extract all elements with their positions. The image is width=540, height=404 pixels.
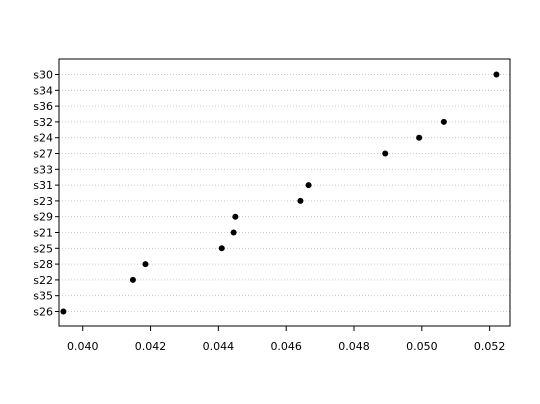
point-s21: [230, 229, 237, 236]
y-label-s36: s36: [33, 100, 53, 113]
point-s24: [416, 134, 423, 141]
y-axis-labels: s30 s34 s36 s32 s24 s27 s33 s31 s23 s29 s21 s25 s28 s…: [33, 69, 59, 319]
x-tick-label-0: 0.040: [67, 340, 99, 353]
point-s31: [305, 182, 312, 189]
y-label-s34: s34: [33, 84, 53, 97]
point-s32: [440, 118, 447, 125]
y-label-s28: s28: [33, 258, 53, 271]
y-label-s21: s21: [33, 227, 53, 240]
point-s26: [60, 308, 67, 315]
y-label-s33: s33: [33, 163, 53, 176]
point-s27: [382, 150, 389, 157]
x-tick-label-1: 0.042: [135, 340, 167, 353]
x-tick-label-2: 0.044: [203, 340, 235, 353]
y-label-s25: s25: [33, 242, 53, 255]
x-tick-label-6: 0.052: [474, 340, 506, 353]
x-tick-label-4: 0.048: [338, 340, 370, 353]
x-tick-label-3: 0.046: [270, 340, 302, 353]
x-tick-label-5: 0.050: [406, 340, 438, 353]
point-s22: [129, 276, 136, 283]
point-s25: [218, 245, 225, 252]
y-label-s24: s24: [33, 132, 53, 145]
point-s28: [142, 261, 149, 268]
y-label-s30: s30: [33, 69, 53, 82]
y-label-s31: s31: [33, 179, 53, 192]
grid-layer: [59, 74, 510, 312]
y-label-s26: s26: [33, 306, 53, 319]
y-label-s32: s32: [33, 116, 53, 129]
x-axis: 0.040 0.042 0.044 0.046 0.048 0.050 0.052: [67, 326, 505, 353]
y-label-s27: s27: [33, 148, 53, 161]
y-label-s23: s23: [33, 195, 53, 208]
point-s29: [232, 213, 239, 220]
plot-border: [58, 58, 511, 327]
y-label-s29: s29: [33, 211, 53, 224]
point-s23: [297, 197, 304, 204]
points-layer: [60, 71, 500, 315]
y-label-s22: s22: [33, 274, 53, 287]
y-label-s35: s35: [33, 290, 53, 303]
point-s30: [493, 71, 500, 78]
